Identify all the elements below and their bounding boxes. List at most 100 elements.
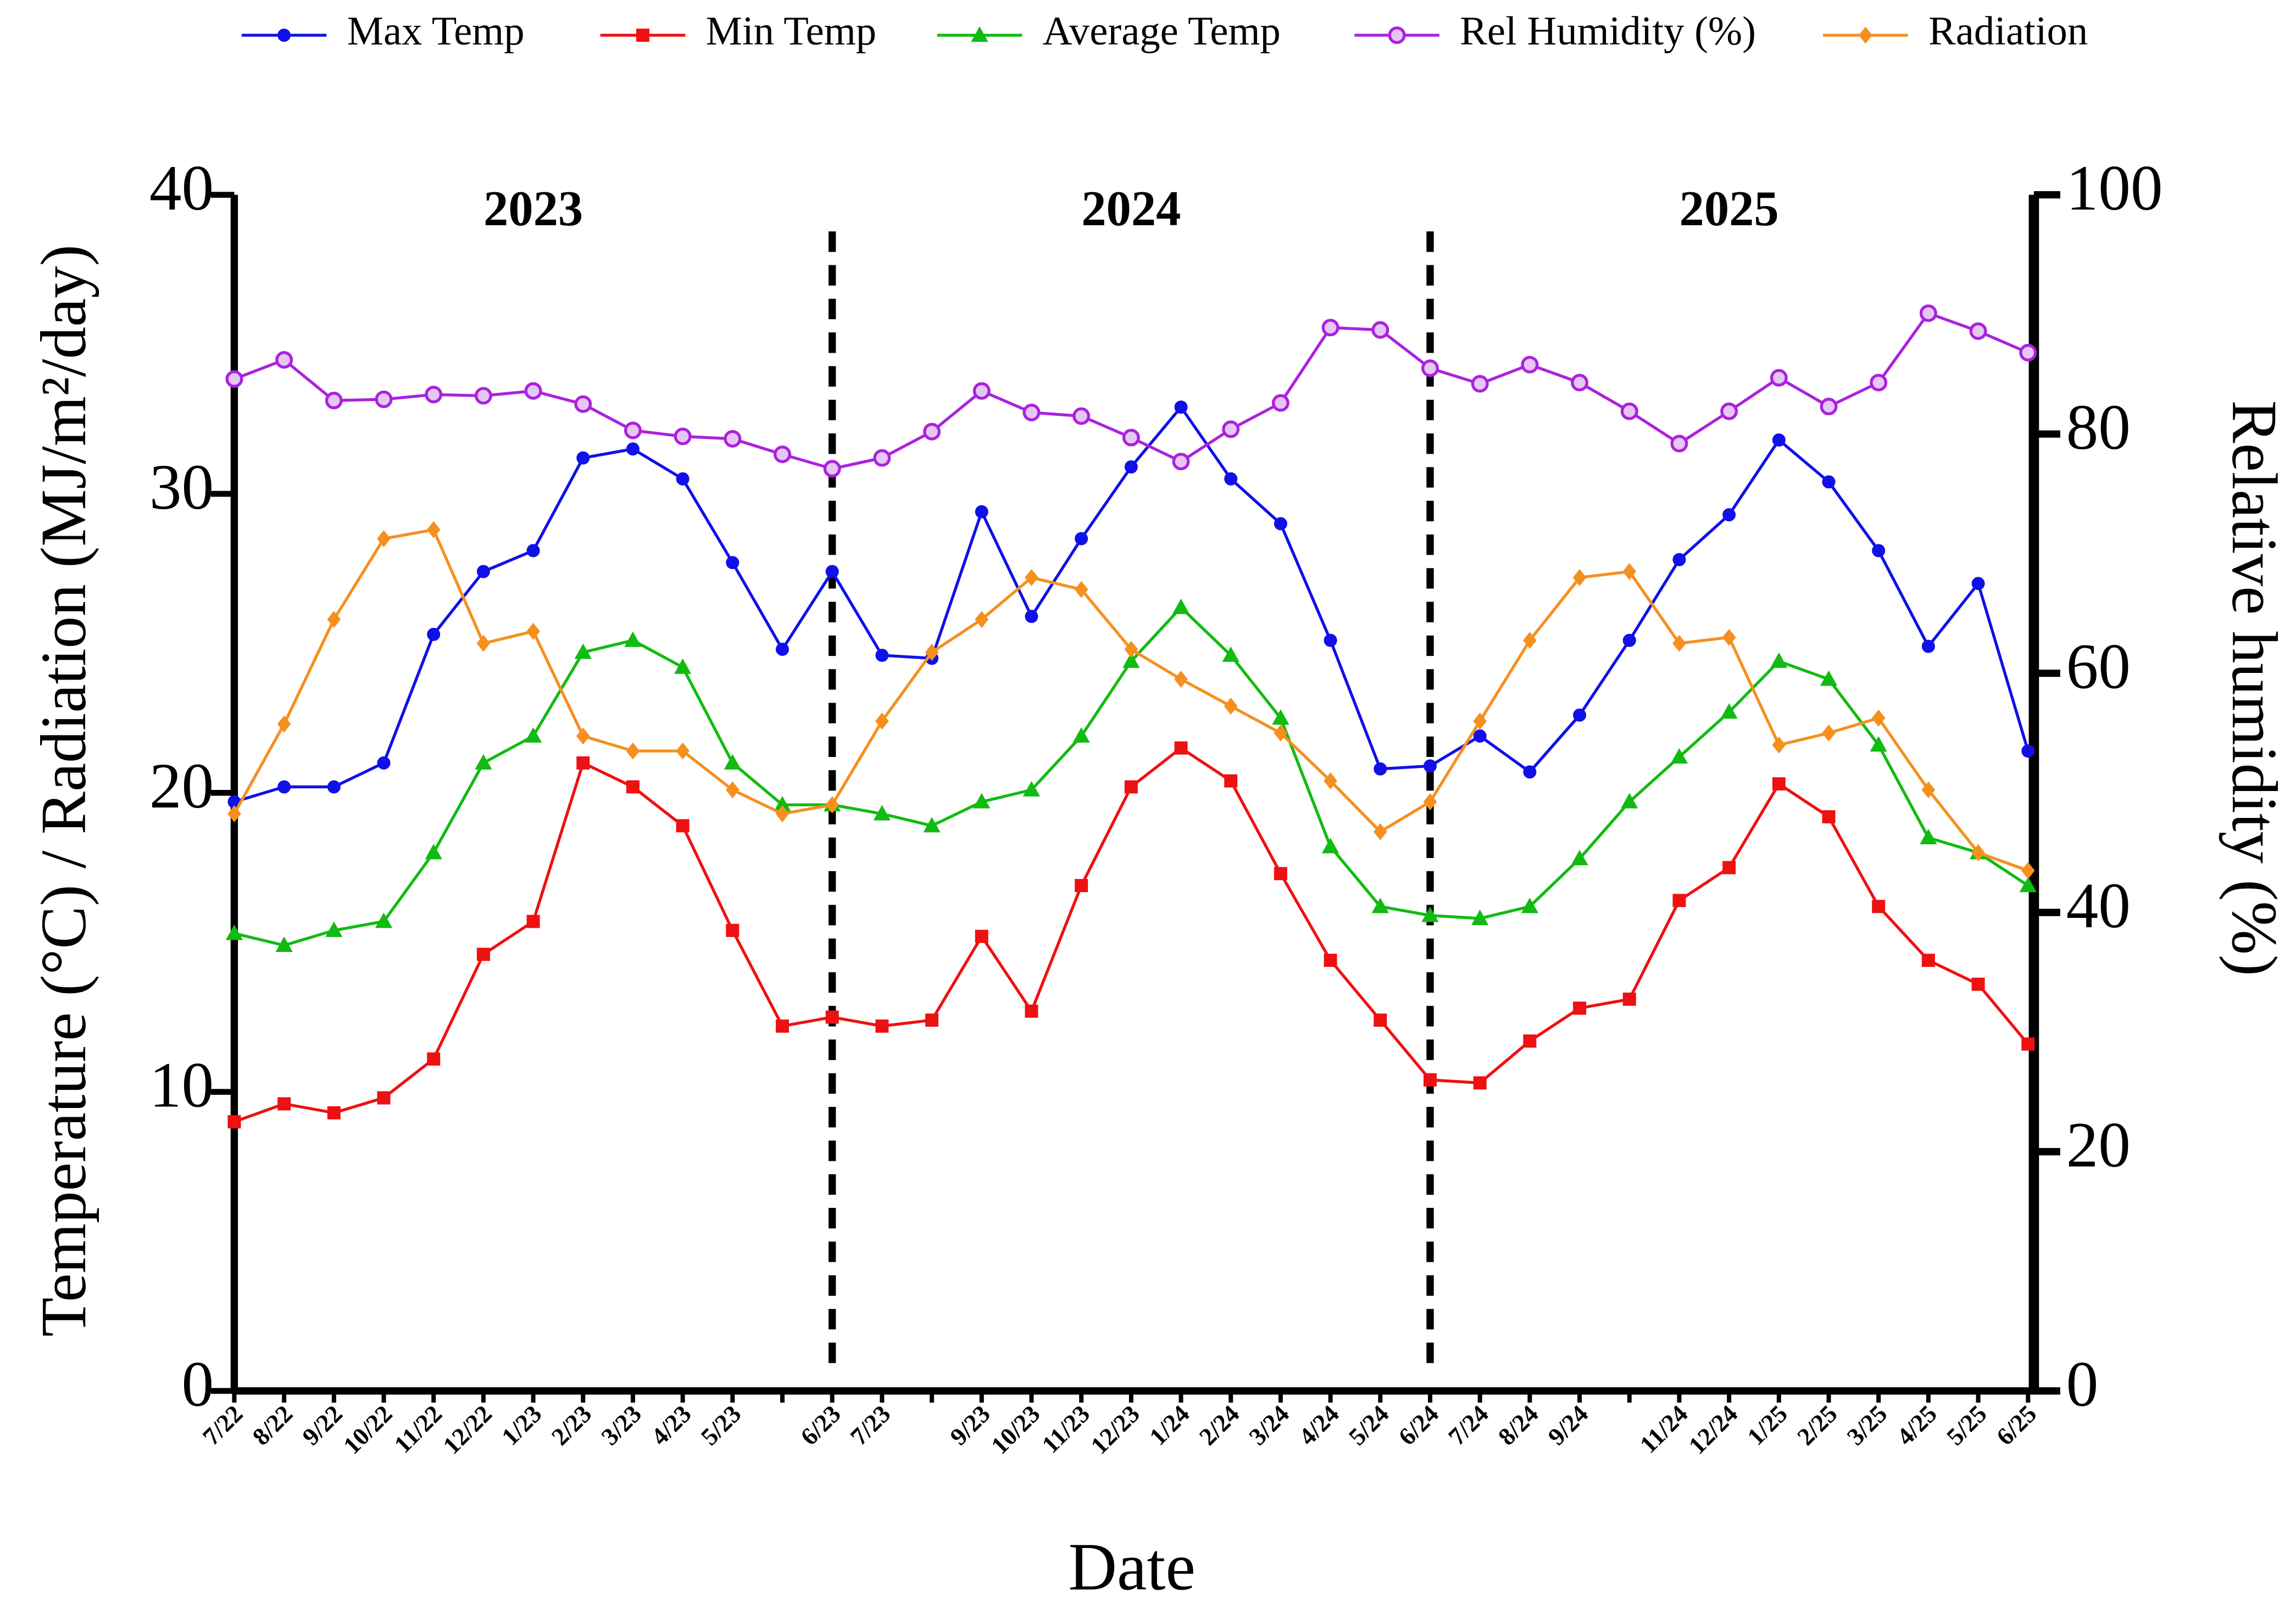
data-point bbox=[1571, 374, 1589, 392]
data-point bbox=[325, 392, 343, 410]
data-point bbox=[476, 565, 490, 578]
data-point bbox=[1672, 634, 1686, 652]
data-point bbox=[923, 422, 941, 441]
x-tick-label: 10/22 bbox=[338, 1400, 397, 1459]
y2-tick-label: 20 bbox=[2066, 1110, 2131, 1180]
data-point bbox=[1820, 398, 1838, 416]
y-tick-label: 0 bbox=[181, 1349, 214, 1420]
data-point bbox=[377, 1091, 391, 1105]
data-point bbox=[674, 658, 692, 674]
data-point bbox=[1172, 453, 1190, 471]
data-point bbox=[975, 611, 989, 628]
data-point bbox=[1521, 898, 1538, 914]
data-point bbox=[1921, 781, 1936, 799]
data-point bbox=[1919, 304, 1937, 322]
data-point bbox=[624, 631, 642, 647]
data-point bbox=[626, 742, 640, 760]
x-tick-label: 1/23 bbox=[496, 1400, 547, 1450]
data-point bbox=[1523, 1034, 1537, 1048]
data-point bbox=[1224, 774, 1238, 788]
legend-marker bbox=[1388, 26, 1406, 44]
legend-marker bbox=[1859, 26, 1872, 44]
data-point bbox=[1921, 639, 1935, 653]
x-tick-label: 1/25 bbox=[1742, 1400, 1793, 1450]
x-tick-label: 3/25 bbox=[1842, 1400, 1892, 1450]
data-point bbox=[1820, 670, 1838, 686]
data-point bbox=[1022, 781, 1041, 797]
data-point bbox=[1373, 823, 1387, 840]
data-point bbox=[875, 1019, 889, 1033]
data-point bbox=[325, 921, 343, 937]
data-point bbox=[925, 644, 939, 661]
data-point bbox=[277, 780, 291, 794]
x-tick-label: 6/24 bbox=[1393, 1400, 1444, 1450]
series-line bbox=[234, 746, 2030, 1123]
y-axis-title: Temperature (°C) / Radiation (MJ/m²/day) bbox=[29, 244, 99, 1336]
data-point bbox=[425, 386, 443, 404]
data-point bbox=[1075, 532, 1088, 545]
data-point bbox=[1720, 402, 1738, 420]
x-tick-label: 4/25 bbox=[1892, 1400, 1942, 1450]
data-point bbox=[1321, 319, 1339, 337]
data-point bbox=[624, 421, 642, 439]
data-point bbox=[327, 1106, 341, 1120]
data-point bbox=[1572, 569, 1587, 586]
y2-tick-label: 40 bbox=[2066, 871, 2131, 942]
data-point bbox=[972, 382, 991, 400]
data-point bbox=[1075, 879, 1088, 893]
data-point bbox=[1471, 375, 1489, 393]
data-point bbox=[225, 925, 243, 940]
data-point bbox=[676, 742, 690, 760]
data-point bbox=[426, 521, 441, 538]
data-point bbox=[724, 430, 742, 448]
x-tick-label: 1/24 bbox=[1144, 1400, 1194, 1450]
year-annotation: 2023 bbox=[483, 181, 583, 236]
data-point bbox=[674, 427, 692, 445]
data-point bbox=[1072, 727, 1090, 743]
data-point bbox=[1622, 992, 1636, 1006]
data-point bbox=[526, 622, 540, 640]
x-tick-label: 3/24 bbox=[1244, 1400, 1294, 1450]
y-tick-label: 30 bbox=[149, 452, 214, 523]
data-point bbox=[526, 915, 540, 928]
data-point bbox=[1770, 369, 1788, 387]
data-point bbox=[1722, 628, 1736, 646]
x-tick-label: 8/22 bbox=[247, 1400, 298, 1450]
data-point bbox=[925, 1013, 939, 1027]
y2-tick-label: 80 bbox=[2066, 392, 2131, 463]
x-tick-label: 4/23 bbox=[646, 1400, 696, 1450]
data-point bbox=[825, 1010, 839, 1024]
data-point bbox=[923, 817, 941, 833]
data-point bbox=[1770, 652, 1788, 668]
data-point bbox=[1224, 472, 1238, 486]
y2-tick-label: 100 bbox=[2066, 153, 2163, 224]
data-point bbox=[776, 1019, 790, 1033]
data-point bbox=[1772, 433, 1786, 447]
data-point bbox=[1571, 850, 1588, 866]
data-point bbox=[1921, 954, 1935, 967]
data-point bbox=[574, 395, 592, 413]
data-point bbox=[1870, 736, 1887, 752]
data-point bbox=[377, 530, 391, 548]
data-point bbox=[1573, 1001, 1587, 1015]
data-point bbox=[1473, 1076, 1487, 1090]
data-point bbox=[825, 565, 839, 578]
data-point bbox=[1521, 355, 1539, 374]
x-tick-label: 5/23 bbox=[696, 1400, 746, 1450]
legend-label: Min Temp bbox=[706, 9, 877, 54]
data-point bbox=[1920, 828, 1937, 844]
data-point bbox=[1722, 861, 1736, 875]
data-point bbox=[975, 929, 988, 943]
data-point bbox=[2021, 1037, 2035, 1051]
x-tick-label: 5/24 bbox=[1343, 1400, 1394, 1450]
data-point bbox=[1374, 762, 1387, 776]
year-annotation: 2024 bbox=[1081, 181, 1181, 236]
x-tick-label: 5/25 bbox=[1941, 1400, 1992, 1450]
data-point bbox=[775, 805, 790, 822]
data-point bbox=[724, 754, 741, 770]
data-point bbox=[1174, 741, 1188, 755]
x-tick-label: 8/24 bbox=[1493, 1400, 1543, 1450]
data-point bbox=[375, 390, 393, 408]
data-point bbox=[2019, 877, 2037, 893]
